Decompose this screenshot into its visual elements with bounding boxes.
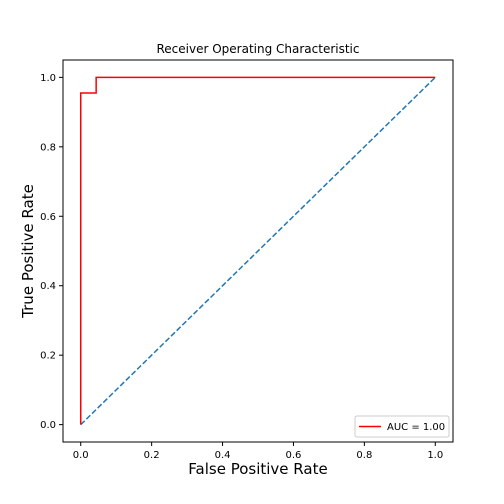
chance-diagonal-line	[80, 76, 436, 426]
roc-curve-line	[79, 76, 436, 425]
legend: AUC = 1.00	[354, 415, 450, 438]
x-tick-label: 0.8	[356, 450, 372, 461]
y-tick-label: 0.0	[40, 420, 56, 431]
x-axis-ticks: 0.0 0.2 0.4 0.6 0.8 1.0	[73, 442, 443, 461]
legend-label: AUC = 1.00	[387, 422, 445, 433]
series-layer	[79, 76, 436, 426]
chart-title: Receiver Operating Characteristic	[156, 42, 359, 56]
y-axis-title: True Positive Rate	[19, 184, 37, 319]
x-tick-label: 0.2	[144, 450, 160, 461]
y-tick-label: 0.6	[40, 212, 56, 223]
x-axis-title: False Positive Rate	[188, 460, 327, 478]
plot-area-frame	[62, 59, 454, 443]
y-axis-ticks: 0.0 0.2 0.4 0.6 0.8 1.0	[40, 73, 63, 431]
y-tick-label: 0.4	[40, 281, 56, 292]
x-tick-label: 1.0	[427, 450, 443, 461]
y-tick-label: 0.8	[40, 142, 56, 153]
x-tick-label: 0.0	[73, 450, 89, 461]
y-tick-label: 1.0	[40, 73, 56, 84]
y-tick-label: 0.2	[40, 351, 56, 362]
x-tick-label: 0.6	[286, 450, 302, 461]
x-tick-label: 0.4	[215, 450, 231, 461]
legend-box	[354, 415, 450, 438]
